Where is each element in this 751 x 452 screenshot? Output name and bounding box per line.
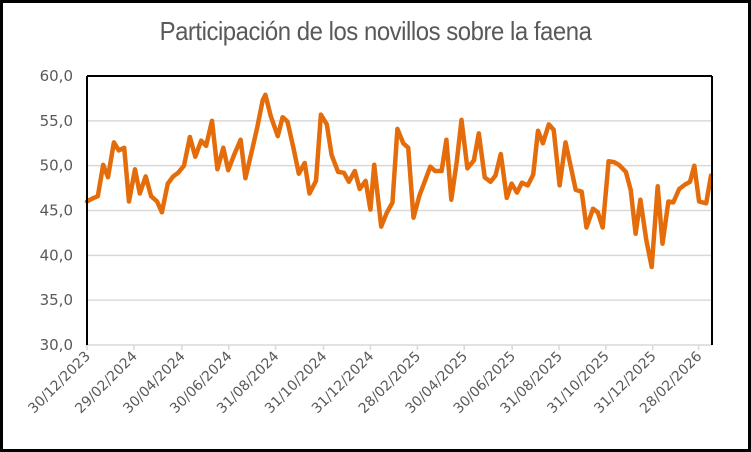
- y-tick-label: 40,0: [40, 246, 73, 264]
- y-tick-label: 30,0: [40, 336, 73, 354]
- chart-title: Participación de los novillos sobre la f…: [159, 16, 592, 46]
- series-layer: [84, 92, 714, 270]
- y-tick-label: 35,0: [40, 291, 73, 309]
- y-axis-ticks: 30,0 35,0 40,0 45,0 50,0 55,0 60,0: [40, 67, 73, 354]
- series-line: [84, 92, 714, 270]
- x-axis-ticks: 30/12/202329/02/202430/04/202430/06/2024…: [25, 345, 705, 417]
- y-tick-label: 55,0: [40, 112, 73, 130]
- y-tick-label: 45,0: [40, 202, 73, 220]
- y-tick-label: 60,0: [40, 67, 73, 85]
- axes: [86, 75, 713, 345]
- gridlines: [87, 120, 712, 346]
- y-tick-label: 50,0: [40, 157, 73, 175]
